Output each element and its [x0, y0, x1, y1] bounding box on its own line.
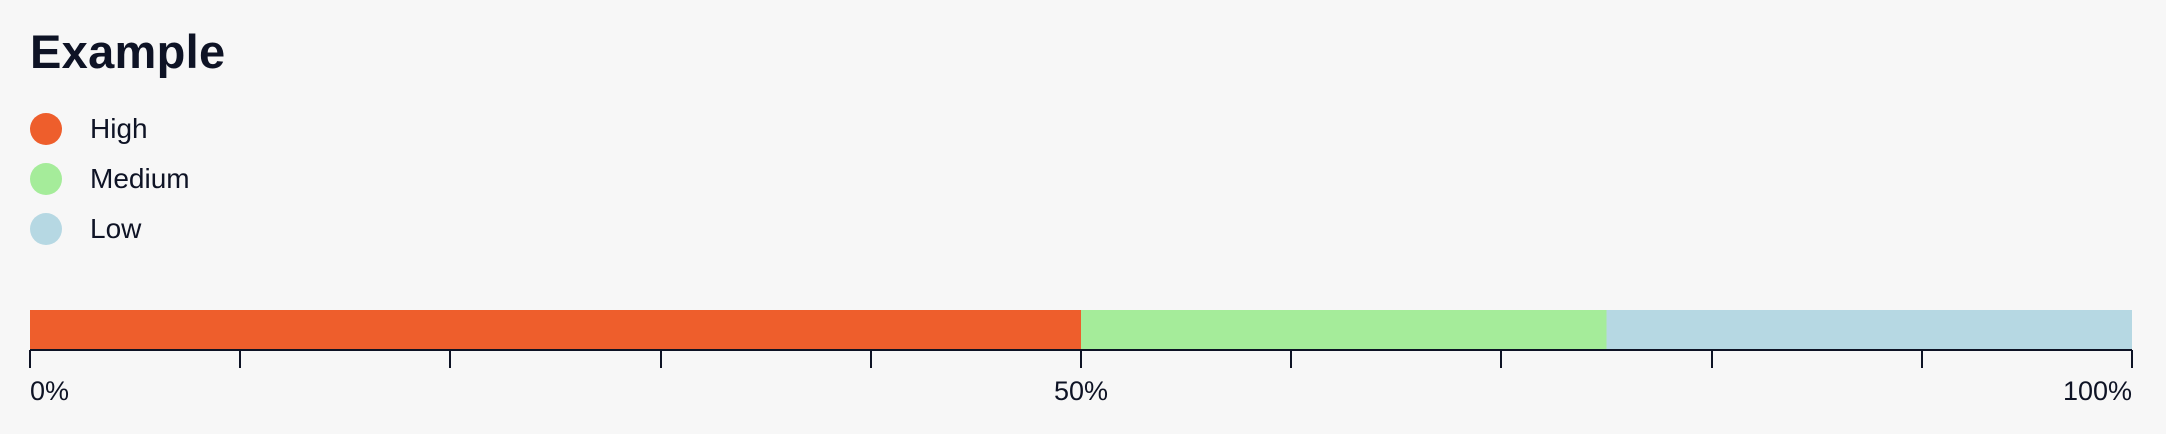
chart-legend: High Medium Low — [30, 104, 190, 254]
legend-item-medium: Medium — [30, 154, 190, 204]
legend-label-medium: Medium — [90, 163, 190, 194]
legend-swatch-high — [30, 113, 62, 145]
bar-segment-medium — [1081, 310, 1607, 350]
x-tick-label-50: 50% — [1054, 376, 1108, 406]
legend-label-low: Low — [90, 213, 142, 244]
legend-label-high: High — [90, 113, 148, 144]
x-tick-label-100: 100% — [2063, 376, 2132, 406]
bar-segment-low — [1606, 310, 2132, 350]
legend-item-low: Low — [30, 204, 190, 254]
legend-item-high: High — [30, 104, 190, 154]
bar-segment-high — [30, 310, 1081, 350]
x-tick-label-0: 0% — [30, 376, 69, 406]
legend-swatch-medium — [30, 163, 62, 195]
chart-title: Example — [30, 25, 226, 78]
legend-swatch-low — [30, 213, 62, 245]
